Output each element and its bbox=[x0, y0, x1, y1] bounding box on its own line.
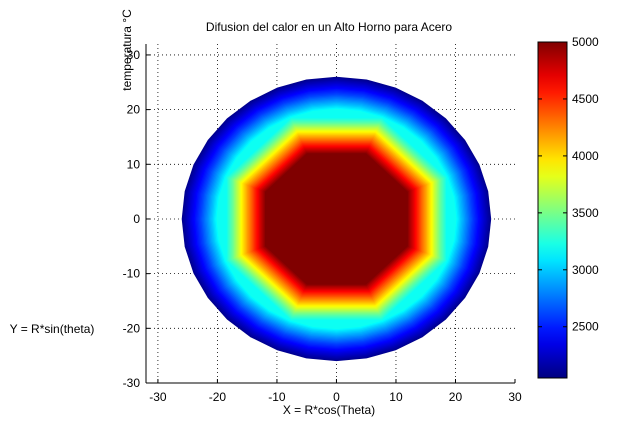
y-tick-label: 20 bbox=[127, 103, 141, 117]
x-tick-label: 30 bbox=[508, 390, 522, 404]
y-tick-label: 0 bbox=[133, 212, 140, 226]
colorbar-tick-label: 4500 bbox=[572, 92, 599, 106]
x-tick-label: -20 bbox=[209, 390, 227, 404]
colorbar-tick-label: 3000 bbox=[572, 263, 599, 277]
x-tick-label: 20 bbox=[449, 390, 463, 404]
colorbar-tick-label: 5000 bbox=[572, 35, 599, 49]
colorbar: 2500 3000 3500 4000 4500 5000 bbox=[537, 35, 599, 379]
colorbar-tick-label: 4000 bbox=[572, 149, 599, 163]
colorbar-gradient bbox=[537, 41, 568, 379]
y-tick-label: -10 bbox=[123, 267, 141, 281]
x-tick-label: -10 bbox=[268, 390, 286, 404]
x-axis-label: X = R*cos(Theta) bbox=[283, 403, 375, 417]
colorbar-tick-label: 3500 bbox=[572, 206, 599, 220]
heat-field bbox=[181, 76, 492, 362]
y-axis-label: Y = R*sin(theta) bbox=[10, 322, 95, 336]
y-tick-label: -30 bbox=[123, 376, 141, 390]
y-tick-label: 30 bbox=[127, 48, 141, 62]
x-tick-label: 10 bbox=[389, 390, 403, 404]
y-tick-label: 10 bbox=[127, 157, 141, 171]
x-tick-label: -30 bbox=[149, 390, 167, 404]
y-tick-labels: -30 -20 -10 0 10 20 30 bbox=[123, 48, 141, 390]
x-tick-labels: -30 -20 -10 0 10 20 30 bbox=[149, 390, 522, 404]
chart-title: Difusion del calor en un Alto Horno para… bbox=[206, 20, 452, 34]
colorbar-tick-label: 2500 bbox=[572, 320, 599, 334]
heat-core bbox=[266, 154, 407, 284]
y-tick-label: -20 bbox=[123, 321, 141, 335]
x-tick-label: 0 bbox=[333, 390, 340, 404]
z-axis-label: temperatura °C bbox=[120, 9, 134, 91]
colorbar-ticks: 2500 3000 3500 4000 4500 5000 bbox=[538, 35, 599, 334]
axes bbox=[145, 44, 516, 384]
